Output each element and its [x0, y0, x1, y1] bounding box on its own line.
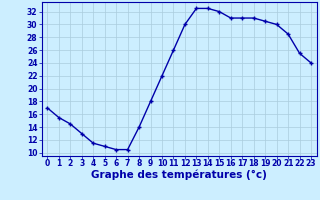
X-axis label: Graphe des températures (°c): Graphe des températures (°c): [91, 169, 267, 180]
